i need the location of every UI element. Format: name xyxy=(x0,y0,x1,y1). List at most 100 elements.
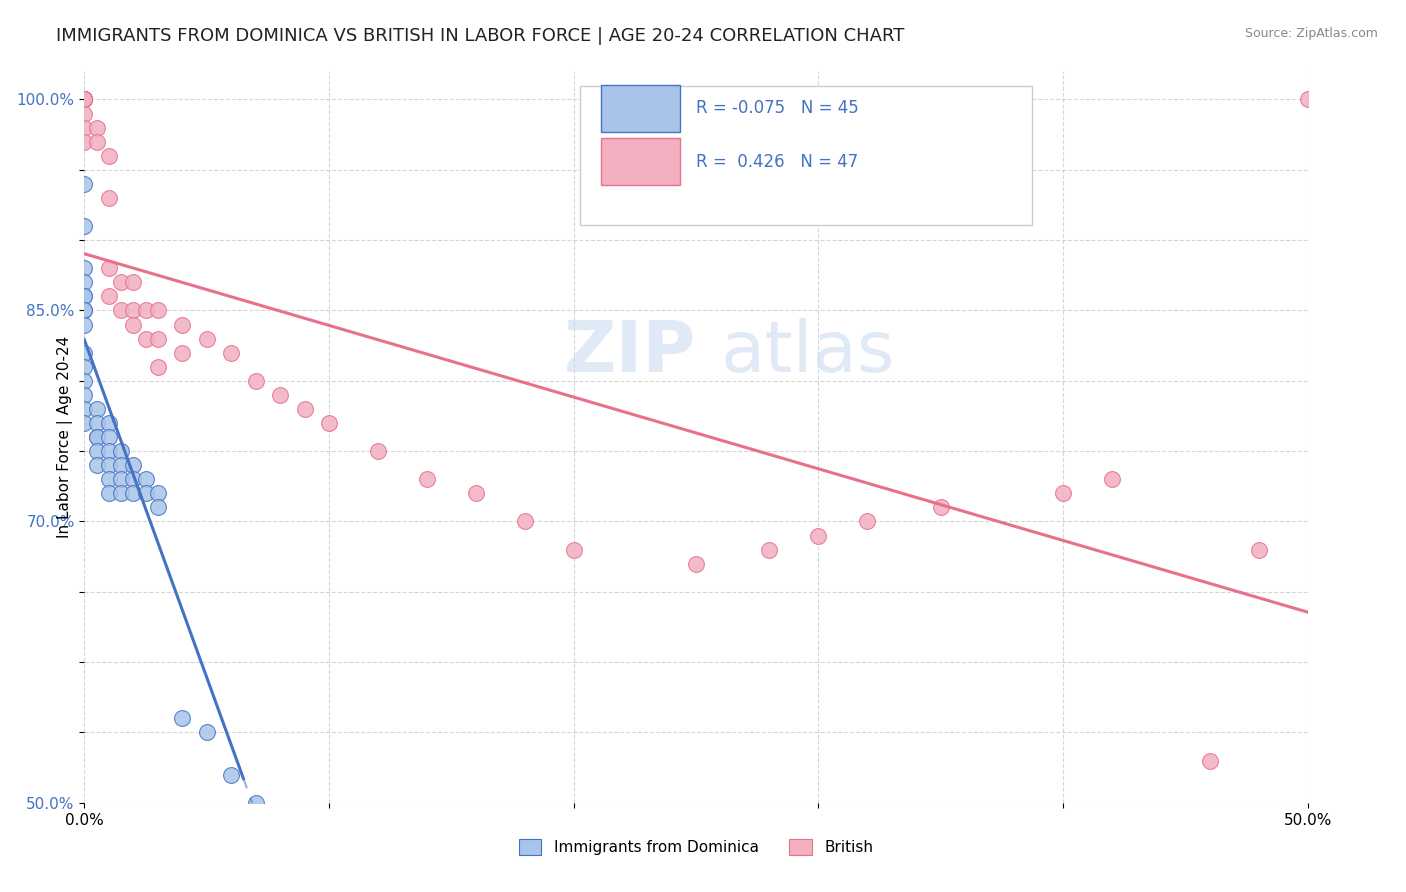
Point xyxy=(146,486,169,500)
Point xyxy=(135,472,157,486)
Text: IMMIGRANTS FROM DOMINICA VS BRITISH IN LABOR FORCE | AGE 20-24 CORRELATION CHART: IMMIGRANTS FROM DOMINICA VS BRITISH IN L… xyxy=(56,27,904,45)
Point xyxy=(86,401,108,416)
Point xyxy=(122,276,145,290)
Point xyxy=(86,416,108,430)
Point xyxy=(135,486,157,500)
Text: R =  0.426   N = 47: R = 0.426 N = 47 xyxy=(696,153,858,170)
Point xyxy=(73,401,96,416)
FancyBboxPatch shape xyxy=(579,86,1032,225)
Point xyxy=(219,767,242,781)
Point xyxy=(110,458,132,473)
Point xyxy=(73,219,96,233)
Point xyxy=(122,318,145,332)
Point xyxy=(122,472,145,486)
Point xyxy=(172,711,194,725)
Point xyxy=(86,135,108,149)
Point xyxy=(73,276,96,290)
Point xyxy=(97,458,120,473)
Point xyxy=(245,796,267,810)
Point xyxy=(110,444,132,458)
Point xyxy=(73,388,96,402)
Point xyxy=(110,303,132,318)
Point xyxy=(86,458,108,473)
Point xyxy=(195,332,218,346)
Point xyxy=(367,444,389,458)
Point xyxy=(97,416,120,430)
Text: ZIP: ZIP xyxy=(564,318,696,387)
Point xyxy=(73,106,96,120)
Point xyxy=(513,515,536,529)
Point xyxy=(73,93,96,107)
Point xyxy=(1052,486,1074,500)
Point xyxy=(86,430,108,444)
Point xyxy=(269,388,291,402)
Point xyxy=(73,345,96,359)
Point xyxy=(135,332,157,346)
Point xyxy=(73,416,96,430)
Point xyxy=(122,303,145,318)
Point xyxy=(97,430,120,444)
Point xyxy=(73,303,96,318)
Point xyxy=(73,289,96,303)
Point xyxy=(73,93,96,107)
FancyBboxPatch shape xyxy=(600,85,681,132)
Point xyxy=(73,93,96,107)
Point xyxy=(195,725,218,739)
Point xyxy=(929,500,952,515)
Point xyxy=(146,359,169,374)
Text: atlas: atlas xyxy=(720,318,894,387)
Point xyxy=(110,486,132,500)
Point xyxy=(146,303,169,318)
Point xyxy=(1101,472,1123,486)
Text: Source: ZipAtlas.com: Source: ZipAtlas.com xyxy=(1244,27,1378,40)
Point xyxy=(294,401,316,416)
Point xyxy=(122,458,145,473)
Point xyxy=(73,93,96,107)
Point xyxy=(86,430,108,444)
FancyBboxPatch shape xyxy=(600,138,681,186)
Point xyxy=(110,276,132,290)
Y-axis label: In Labor Force | Age 20-24: In Labor Force | Age 20-24 xyxy=(58,336,73,538)
Point xyxy=(122,486,145,500)
Point xyxy=(416,472,439,486)
Point xyxy=(73,289,96,303)
Point xyxy=(73,261,96,276)
Point xyxy=(172,318,194,332)
Point xyxy=(146,500,169,515)
Point xyxy=(146,332,169,346)
Legend: Immigrants from Dominica, British: Immigrants from Dominica, British xyxy=(512,833,880,861)
Point xyxy=(562,542,585,557)
Point xyxy=(97,472,120,486)
Point xyxy=(807,528,830,542)
Point xyxy=(86,444,108,458)
Point xyxy=(73,93,96,107)
Point xyxy=(856,515,879,529)
Point xyxy=(73,303,96,318)
Point xyxy=(73,93,96,107)
Point xyxy=(73,318,96,332)
Point xyxy=(294,810,316,824)
Point xyxy=(758,542,780,557)
Point xyxy=(97,289,120,303)
Point xyxy=(1296,93,1319,107)
Point xyxy=(1198,754,1220,768)
Text: R = -0.075   N = 45: R = -0.075 N = 45 xyxy=(696,99,859,117)
Point xyxy=(1247,542,1270,557)
Point xyxy=(97,191,120,205)
Point xyxy=(97,261,120,276)
Point xyxy=(73,93,96,107)
Point xyxy=(73,135,96,149)
Point xyxy=(135,303,157,318)
Point xyxy=(86,120,108,135)
Point xyxy=(97,149,120,163)
Point xyxy=(73,359,96,374)
Point xyxy=(73,120,96,135)
Point xyxy=(97,444,120,458)
Point xyxy=(219,345,242,359)
Point xyxy=(97,486,120,500)
Point xyxy=(318,416,340,430)
Point xyxy=(464,486,486,500)
Point xyxy=(172,345,194,359)
Point xyxy=(73,177,96,191)
Point xyxy=(110,472,132,486)
